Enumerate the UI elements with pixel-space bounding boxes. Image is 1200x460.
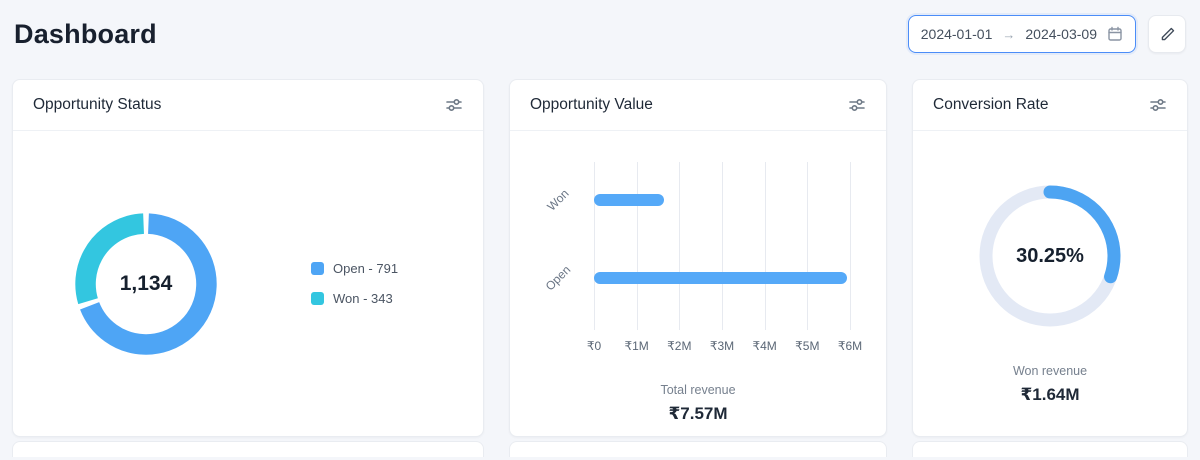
header-controls: 2024-01-01 → 2024-03-09 bbox=[907, 15, 1186, 53]
card-opportunity-value: Opportunity Value Won Open bbox=[509, 79, 887, 437]
x-tick-label: ₹6M bbox=[837, 339, 863, 353]
calendar-icon[interactable] bbox=[1107, 26, 1123, 42]
card-partial bbox=[509, 441, 887, 457]
sliders-icon[interactable] bbox=[848, 96, 866, 114]
date-range-arrow-icon: → bbox=[1002, 26, 1016, 42]
donut-legend: Open - 791 Won - 343 bbox=[311, 261, 398, 306]
gridline bbox=[679, 162, 681, 330]
bar-won bbox=[594, 194, 664, 206]
bar-x-axis: ₹0 ₹1M ₹2M ₹3M ₹4M ₹5M ₹6M bbox=[587, 339, 862, 357]
donut-chart bbox=[75, 212, 217, 355]
legend-item-won[interactable]: Won - 343 bbox=[311, 291, 398, 306]
edit-dashboard-button[interactable] bbox=[1148, 15, 1186, 53]
bar-chart: Won Open ₹0 ₹1M ₹2M ₹3M ₹4M ₹5M ₹6M Total reve… bbox=[510, 131, 886, 436]
x-tick-label: ₹5M bbox=[795, 339, 820, 353]
conversion-rate-value: 30.25% bbox=[1016, 244, 1084, 267]
gridline bbox=[594, 162, 595, 330]
card-partial bbox=[12, 441, 484, 457]
card-title-opportunity-status: Opportunity Status bbox=[33, 96, 162, 113]
date-range-end[interactable]: 2024-03-09 bbox=[1025, 26, 1097, 42]
gridline bbox=[722, 162, 723, 330]
page-header: Dashboard 2024-01-01 → 2024-03-09 bbox=[0, 0, 1200, 53]
card-header: Opportunity Value bbox=[510, 80, 886, 131]
legend-swatch-open bbox=[311, 262, 324, 275]
won-revenue-label: Won revenue bbox=[1012, 364, 1088, 378]
date-range-picker[interactable]: 2024-01-01 → 2024-03-09 bbox=[907, 15, 1136, 53]
donut-chart-wrap: 1,134 bbox=[68, 206, 224, 362]
donut-chart-area: 1,134 Open - 791 Won - 343 bbox=[13, 131, 483, 436]
cards-row: Opportunity Status 1,134 Open - 791 bbox=[0, 53, 1200, 437]
y-axis-label-won: Won bbox=[544, 186, 572, 214]
card-header: Conversion Rate bbox=[913, 80, 1187, 131]
date-range-start[interactable]: 2024-01-01 bbox=[920, 26, 993, 42]
total-revenue-block: Total revenue ₹7.57M bbox=[510, 383, 886, 424]
x-tick-label: ₹0 bbox=[586, 339, 602, 353]
card-title-conversion-rate: Conversion Rate bbox=[933, 96, 1049, 113]
donut-total-value: 1,134 bbox=[119, 271, 173, 295]
won-revenue-block: Won revenue ₹1.64M bbox=[1013, 364, 1087, 405]
bar-plot: Won Open bbox=[543, 162, 851, 330]
legend-label-won: Won - 343 bbox=[333, 291, 393, 306]
donut-segment-won bbox=[75, 212, 217, 355]
ring-progress-arc bbox=[979, 185, 1121, 327]
x-tick-label: ₹4M bbox=[752, 339, 777, 353]
legend-swatch-won bbox=[311, 292, 324, 305]
won-revenue-value: ₹1.64M bbox=[1020, 385, 1080, 404]
x-tick-label: ₹1M bbox=[624, 339, 649, 353]
sliders-icon[interactable] bbox=[445, 96, 463, 114]
total-revenue-value: ₹7.57M bbox=[668, 404, 728, 423]
page-title: Dashboard bbox=[14, 18, 157, 49]
legend-label-open: Open - 791 bbox=[333, 261, 399, 276]
ring-chart bbox=[979, 185, 1121, 327]
bar-row-won: Won bbox=[544, 186, 850, 214]
y-axis-label-open: Open bbox=[542, 262, 574, 294]
x-tick-label: ₹3M bbox=[709, 339, 735, 353]
gridline bbox=[807, 162, 809, 330]
bar-chart-area: Won Open ₹0 ₹1M ₹2M ₹3M ₹4M ₹5M ₹6M bbox=[510, 131, 886, 357]
ring-chart-wrap: 30.25% bbox=[975, 181, 1125, 331]
pencil-icon bbox=[1159, 26, 1176, 43]
card-header: Opportunity Status bbox=[13, 80, 483, 131]
card-title-opportunity-value: Opportunity Value bbox=[530, 96, 653, 113]
total-revenue-label: Total revenue bbox=[660, 383, 736, 397]
bar-row-open: Open bbox=[543, 263, 850, 293]
gridline bbox=[636, 162, 638, 330]
ring-chart-area: 30.25% Won revenue ₹1.64M bbox=[913, 131, 1187, 436]
sliders-icon[interactable] bbox=[1149, 96, 1167, 114]
card-partial bbox=[912, 441, 1188, 457]
next-cards-row-partial bbox=[0, 437, 1200, 457]
gridline bbox=[850, 162, 851, 330]
gridline bbox=[764, 162, 766, 330]
card-opportunity-status: Opportunity Status 1,134 Open - 791 bbox=[12, 79, 484, 437]
bar-open bbox=[594, 272, 847, 284]
legend-item-open[interactable]: Open - 791 bbox=[311, 261, 398, 276]
card-conversion-rate: Conversion Rate 30.25% Won revenue ₹1.64… bbox=[912, 79, 1188, 437]
x-tick-label: ₹2M bbox=[667, 339, 692, 353]
